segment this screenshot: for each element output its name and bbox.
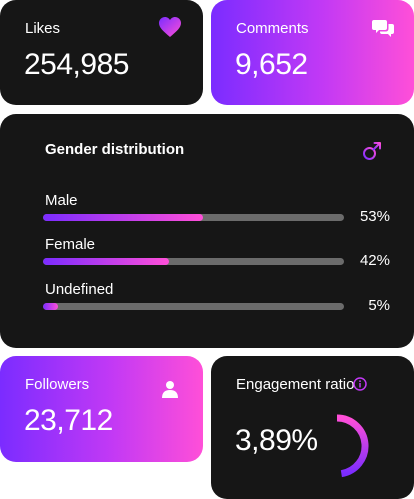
comments-value: 9,652 (235, 48, 308, 81)
gender-bar-track (43, 214, 344, 221)
user-icon (162, 381, 178, 398)
gender-bar-track (43, 258, 344, 265)
comments-label: Comments (236, 20, 309, 37)
gender-row-label: Female (45, 236, 96, 253)
heart-icon (159, 17, 181, 37)
likes-label: Likes (25, 20, 61, 37)
gender-bar-fill (43, 303, 59, 310)
engagement-card: Engagement ratio 3,89% (211, 356, 414, 499)
followers-card: Followers 23,712 (0, 356, 203, 462)
gender-row-percent: 53% (359, 208, 390, 225)
gender-row-percent: 5% (368, 297, 390, 314)
info-icon[interactable] (353, 377, 367, 391)
male-symbol-icon (363, 142, 381, 160)
gender-bar-track (43, 303, 344, 310)
comments-card: Comments 9,652 (211, 0, 414, 105)
likes-value: 254,985 (24, 48, 129, 81)
engagement-ring (337, 414, 369, 478)
engagement-value: 3,89% (235, 424, 318, 457)
gender-bar-fill (43, 214, 203, 221)
followers-label: Followers (25, 376, 90, 393)
gender-row-label: Undefined (45, 281, 114, 298)
gender-bar-fill (43, 258, 170, 265)
likes-card: Likes 254,985 (0, 0, 203, 105)
gender-row-label: Male (45, 192, 78, 209)
engagement-ring-arc (337, 414, 369, 478)
chat-bubbles-icon (372, 20, 394, 37)
engagement-label: Engagement ratio (236, 376, 355, 393)
gender-row-percent: 42% (359, 252, 390, 269)
followers-value: 23,712 (24, 404, 113, 437)
gender-distribution-title: Gender distribution (45, 141, 185, 158)
